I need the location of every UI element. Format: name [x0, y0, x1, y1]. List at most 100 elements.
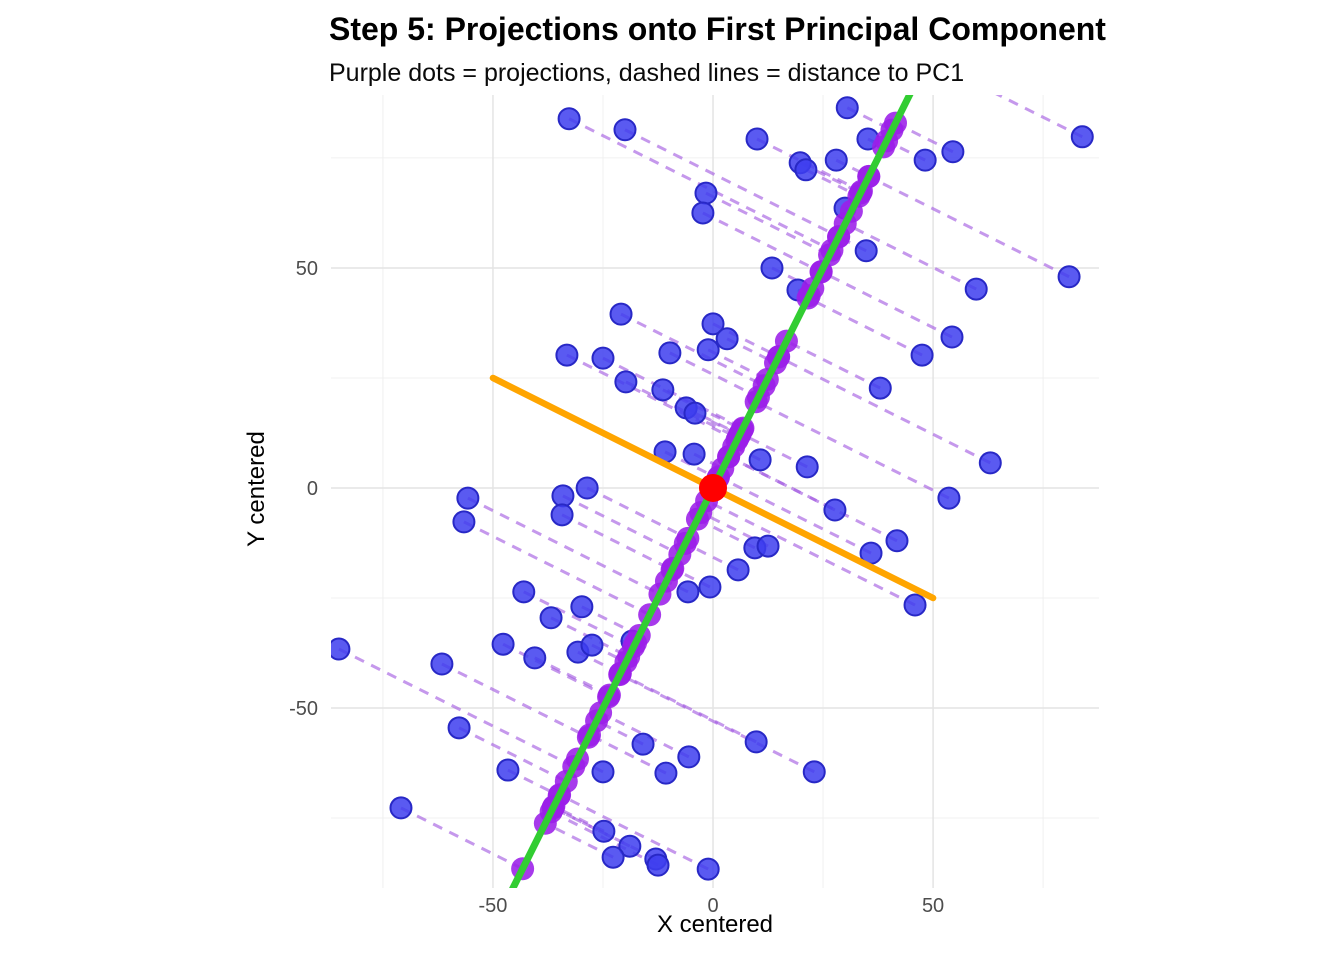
data-point — [580, 633, 604, 657]
data-point — [795, 455, 819, 479]
data-point — [654, 761, 678, 785]
data-point — [760, 256, 784, 280]
data-point — [551, 484, 575, 508]
projection-dash — [562, 494, 681, 556]
data-point — [745, 127, 769, 151]
projection-dash — [441, 662, 590, 739]
data-point — [941, 140, 965, 164]
data-point — [744, 730, 768, 754]
data-point — [937, 486, 961, 510]
x-axis-title: X centered — [656, 911, 774, 938]
projection-dash — [619, 673, 815, 774]
data-point — [575, 476, 599, 500]
data-point — [430, 652, 454, 676]
data-point — [903, 593, 927, 617]
data-point — [389, 796, 413, 820]
projection-dash — [523, 590, 635, 649]
data-point — [682, 442, 706, 466]
projection-dash — [807, 296, 923, 357]
data-point — [523, 646, 547, 670]
x-tick-label: -50 — [479, 895, 508, 917]
data-point — [854, 239, 878, 263]
data-point — [677, 745, 701, 769]
projection-dash — [458, 726, 567, 783]
plot-panel — [331, 48, 1099, 888]
projection-dash — [463, 520, 651, 617]
data-point — [591, 760, 615, 784]
projection-dash — [712, 322, 780, 359]
projection-dash — [702, 211, 822, 274]
data-point — [910, 343, 934, 367]
projection-dash — [588, 733, 667, 775]
data-point — [570, 595, 594, 619]
projection-dash — [820, 270, 953, 339]
data-point — [823, 498, 847, 522]
projection-dash — [620, 312, 765, 388]
data-point — [646, 853, 670, 877]
data-point — [601, 845, 625, 869]
y-tick-label: -50 — [289, 698, 318, 720]
data-point — [592, 819, 616, 843]
projection-dash — [561, 513, 673, 572]
data-point — [1070, 125, 1094, 149]
data-point — [555, 343, 579, 367]
projection-dash — [868, 175, 1070, 279]
data-point — [756, 534, 780, 558]
data-point — [456, 486, 480, 510]
center-point — [699, 473, 728, 502]
chart-title: Step 5: Projections onto First Principal… — [329, 11, 1106, 47]
data-point — [609, 302, 633, 326]
projection-dash — [995, 95, 1083, 139]
projection-dash — [338, 647, 575, 768]
x-tick-label: 0 — [707, 895, 718, 917]
data-point — [868, 376, 892, 400]
projection-point — [916, 48, 939, 71]
data-point — [748, 448, 772, 472]
data-point — [715, 327, 739, 351]
data-point — [802, 760, 826, 784]
projection-dash — [739, 432, 808, 469]
projection-dash — [844, 222, 977, 291]
data-point — [794, 158, 818, 182]
data-point — [613, 118, 637, 142]
data-point — [978, 451, 1002, 475]
data-point — [885, 529, 909, 553]
data-point — [651, 378, 675, 402]
projection-dash — [705, 499, 916, 607]
data-point — [698, 575, 722, 599]
projection-dash — [728, 455, 898, 543]
projection-dash — [566, 353, 738, 442]
data-point — [614, 370, 638, 394]
data-point — [694, 181, 718, 205]
y-tick-label: 0 — [307, 478, 318, 500]
data-point — [940, 325, 964, 349]
data-point — [676, 580, 700, 604]
data-point — [631, 732, 655, 756]
projection-dash — [586, 486, 689, 540]
projection-dash — [400, 806, 524, 871]
data-point — [964, 277, 988, 301]
data-point — [496, 758, 520, 782]
data-point — [447, 716, 471, 740]
data-point — [1057, 265, 1081, 289]
projection-dash — [534, 656, 611, 697]
projection-dash — [785, 339, 881, 390]
data-point — [539, 606, 563, 630]
projection-dash — [705, 191, 831, 257]
projection-dash — [624, 128, 840, 238]
chart-subtitle: Purple dots = projections, dashed lines … — [329, 59, 965, 87]
projection-dash — [544, 821, 614, 859]
data-point — [512, 580, 536, 604]
data-point — [491, 632, 515, 656]
data-point — [658, 341, 682, 365]
data-point — [331, 637, 351, 661]
data-point — [618, 834, 642, 858]
y-tick-label: 50 — [296, 258, 318, 280]
data-point — [726, 558, 750, 582]
data-point — [835, 96, 859, 120]
data-point — [696, 857, 720, 881]
projection-dash — [700, 511, 769, 548]
projection-dash — [777, 355, 991, 465]
data-point — [683, 401, 707, 425]
